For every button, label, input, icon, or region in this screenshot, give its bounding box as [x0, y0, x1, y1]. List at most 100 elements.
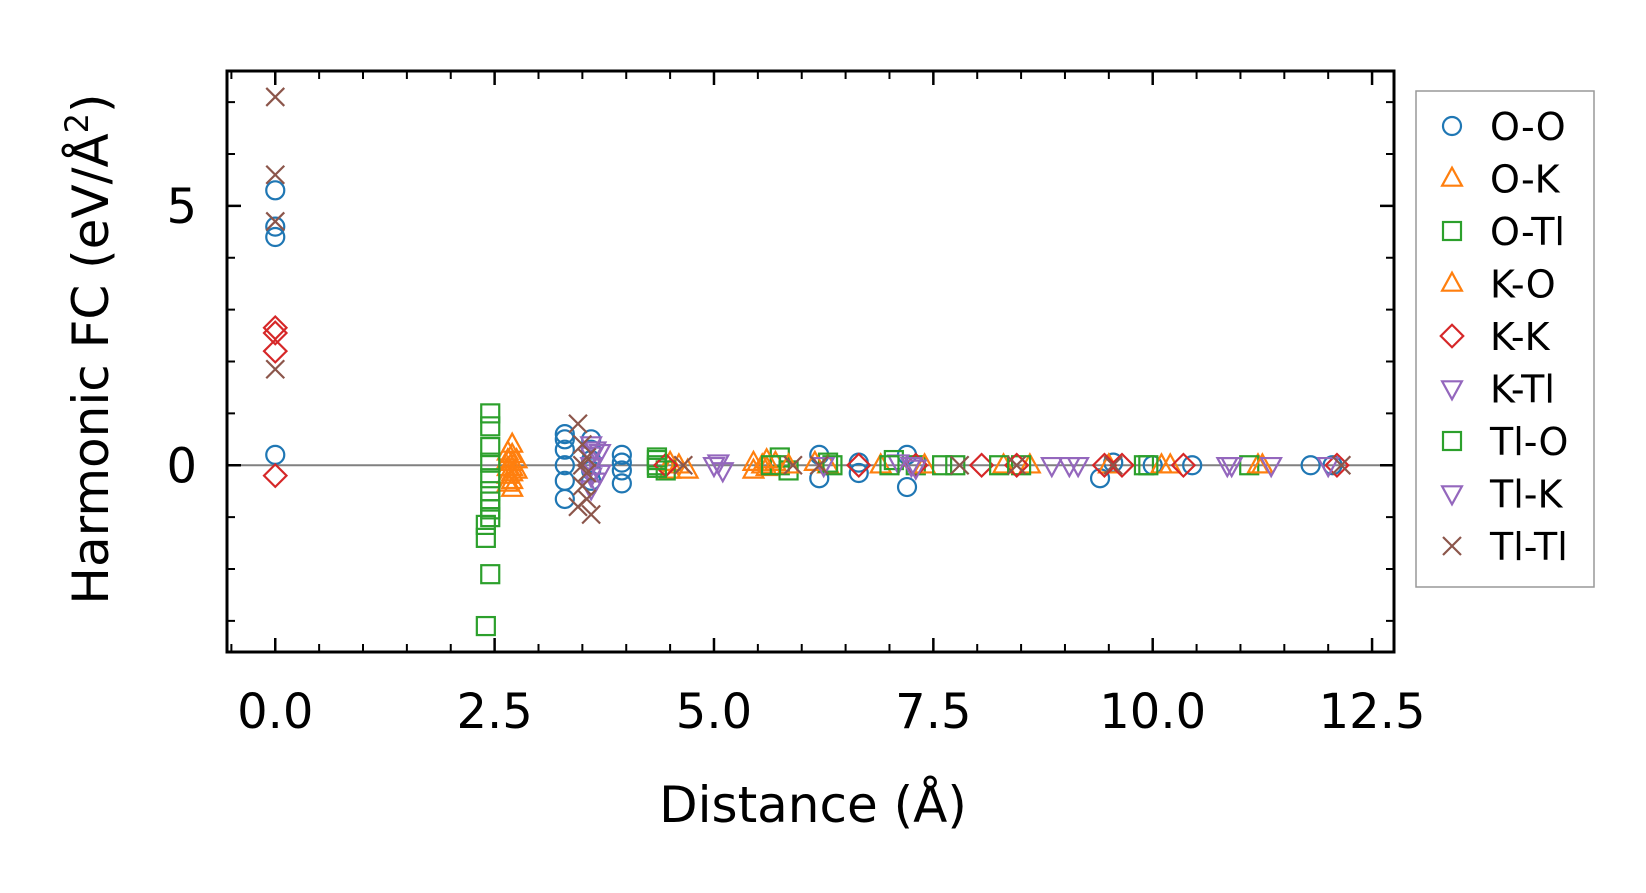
point-k-k: [1091, 452, 1118, 479]
point-o-tl: [475, 527, 496, 548]
point-o-k: [675, 457, 700, 479]
point-k-o: [912, 452, 937, 474]
legend-marker-k-tl: [1440, 380, 1464, 402]
legend-marker-k-k: [1439, 323, 1465, 349]
point-o-tl: [475, 615, 496, 637]
point-k-tl: [702, 456, 726, 479]
point-o-tl: [475, 514, 496, 536]
point-tl-k: [1219, 456, 1244, 479]
point-tl-o: [760, 455, 782, 476]
x-tick-label: 12.5: [1319, 684, 1426, 740]
point-o-o: [554, 488, 575, 510]
legend-marker-k-o: [1440, 270, 1464, 292]
y-axis-label-superscript: 2: [58, 113, 96, 133]
legend-marker-tl-k: [1440, 485, 1464, 507]
point-k-k: [1170, 452, 1197, 479]
point-o-tl: [817, 452, 839, 473]
point-k-o: [500, 467, 524, 490]
series-tl-tl: [265, 87, 1352, 525]
point-o-tl: [1239, 455, 1260, 476]
point-k-tl: [588, 443, 612, 466]
point-tl-k: [1316, 456, 1340, 479]
point-tl-k: [706, 454, 731, 476]
data-marks: [262, 87, 1352, 637]
point-k-tl: [579, 456, 603, 479]
point-k-o: [500, 475, 524, 497]
legend-label-o-tl: O-Tl: [1490, 210, 1565, 254]
point-tl-tl: [949, 455, 970, 476]
point-tl-k: [899, 456, 924, 479]
point-tl-tl: [576, 463, 597, 483]
legend-label-tl-k: Tl-K: [1489, 473, 1563, 517]
point-o-tl: [480, 452, 501, 473]
y-axis-label-main: Harmonic FC (eV/Å: [62, 133, 120, 604]
x-tick-label: 7.5: [895, 684, 971, 740]
point-o-tl: [1010, 455, 1032, 476]
legend-marker-o-k: [1440, 165, 1464, 187]
point-tl-o: [879, 455, 900, 476]
point-tl-tl: [572, 476, 593, 496]
y-axis-label-close: ): [62, 93, 120, 113]
point-o-o: [554, 429, 575, 450]
point-o-o: [611, 473, 632, 494]
point-k-tl: [1040, 456, 1064, 479]
point-o-o: [554, 424, 575, 445]
point-o-tl: [480, 436, 501, 458]
point-o-o: [265, 226, 286, 248]
point-k-k: [1109, 452, 1135, 479]
tick-labels: 0.0 2.5 5.0 7.5 10.0 12.5 0 5: [166, 179, 1425, 740]
legend-label-k-k: K-K: [1490, 315, 1551, 359]
legend-marker-tl-tl: [1442, 536, 1462, 556]
point-k-o: [500, 431, 524, 453]
y-tick-label: 0: [166, 438, 197, 494]
point-o-o: [265, 180, 286, 201]
point-tl-tl: [572, 434, 593, 455]
point-o-o: [265, 216, 286, 237]
point-tl-tl: [1006, 455, 1027, 476]
point-o-o: [848, 462, 869, 484]
point-tl-tl: [576, 489, 597, 509]
point-k-tl: [579, 436, 603, 458]
point-o-tl: [480, 403, 501, 424]
point-k-tl: [904, 459, 928, 481]
legend-label-k-o: K-O: [1490, 263, 1556, 307]
point-k-tl: [1259, 456, 1283, 479]
point-o-o: [1182, 455, 1203, 476]
legend-label-o-k: O-K: [1490, 158, 1561, 202]
point-o-tl: [905, 455, 926, 476]
point-o-tl: [480, 416, 501, 437]
point-tl-o: [822, 455, 843, 476]
point-k-k: [262, 462, 289, 489]
point-o-o: [554, 439, 575, 460]
point-tl-tl: [783, 455, 803, 476]
point-tl-k: [583, 472, 608, 494]
y-tick-label: 5: [166, 179, 197, 235]
legend-label-o-o: O-O: [1490, 105, 1566, 149]
point-k-o: [1250, 452, 1275, 474]
point-tl-tl: [576, 447, 597, 468]
legend-marker-o-o: [1441, 115, 1463, 137]
legend-label-tl-tl: Tl-Tl: [1489, 525, 1568, 569]
point-tl-k: [1057, 456, 1082, 479]
series-tl-o: [646, 449, 1159, 478]
point-tl-tl: [265, 87, 286, 107]
point-k-o: [500, 441, 524, 464]
point-tl-o: [646, 457, 668, 478]
y-axis-label: Harmonic FC (eV/Å2): [58, 93, 120, 604]
point-k-k: [262, 338, 289, 364]
x-axis-label: Distance (Å): [659, 776, 967, 834]
point-tl-tl: [809, 455, 830, 476]
point-o-k: [500, 459, 524, 482]
point-o-k: [741, 457, 766, 479]
point-o-tl: [480, 564, 501, 585]
point-tl-tl: [673, 455, 694, 476]
point-k-o: [500, 454, 524, 477]
x-tick-label: 0.0: [237, 684, 313, 740]
point-o-o: [611, 460, 632, 481]
point-tl-o: [989, 455, 1010, 476]
point-tl-o: [932, 455, 953, 476]
point-o-o: [611, 452, 632, 473]
point-k-k: [845, 452, 872, 479]
point-k-k: [262, 320, 289, 346]
point-tl-tl: [265, 164, 286, 185]
